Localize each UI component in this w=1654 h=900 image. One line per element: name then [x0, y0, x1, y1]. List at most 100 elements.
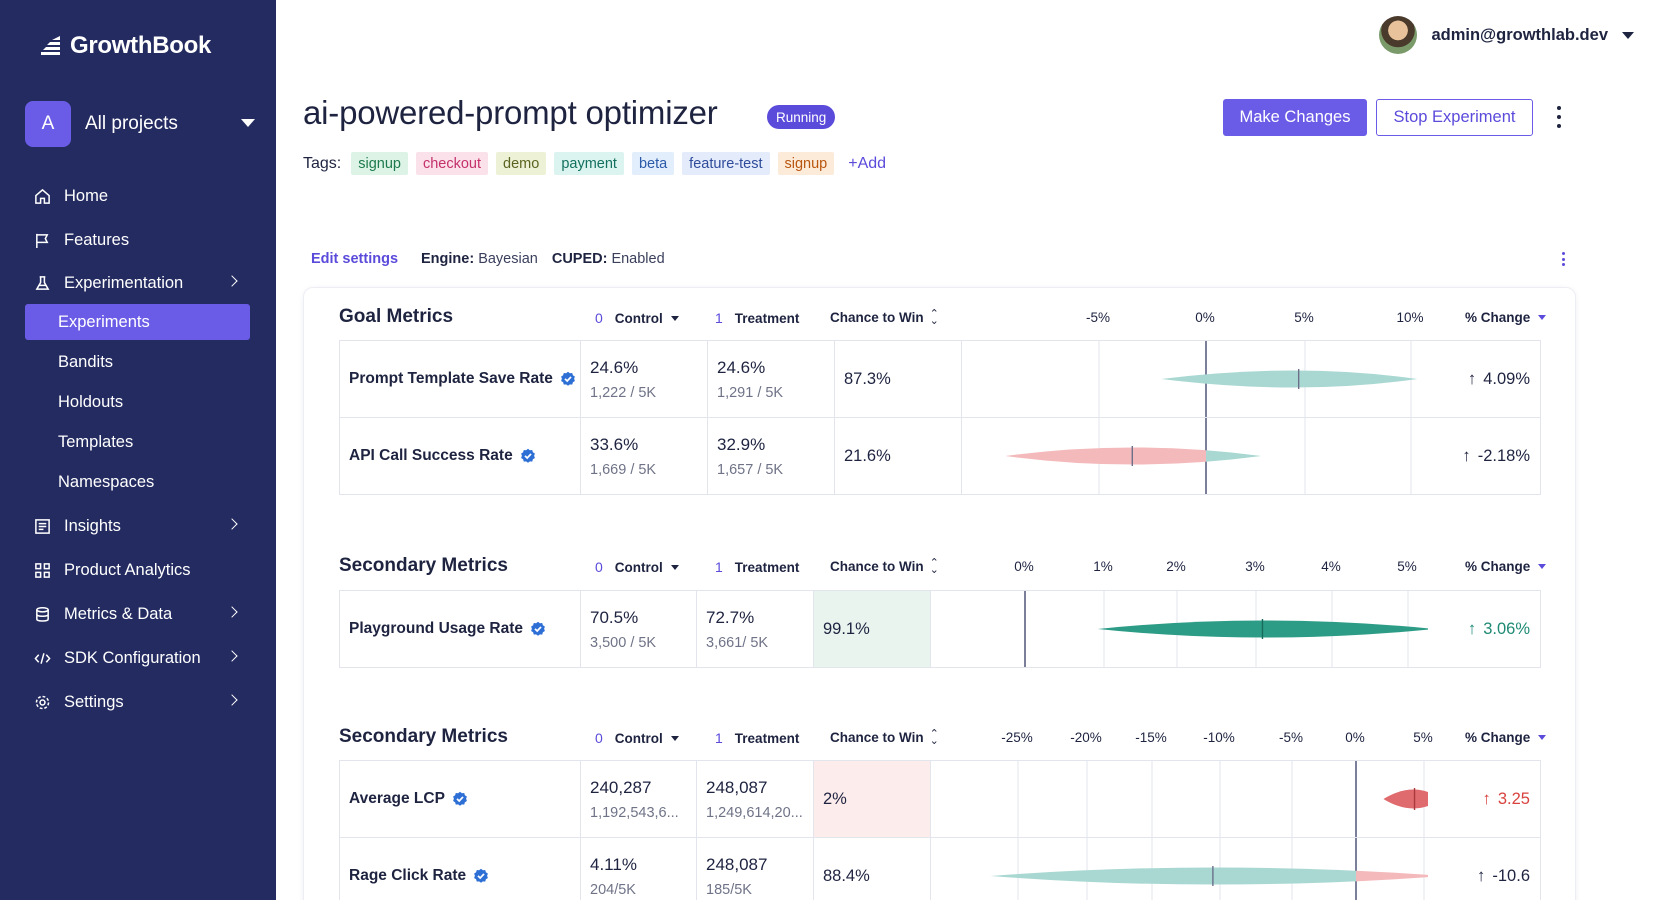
sidebar-item-templates[interactable]: Templates: [58, 432, 134, 451]
table-row[interactable]: Playground Usage Rate 70.5% 3,500 / 5K 72.7…: [340, 591, 1540, 668]
sidebar-item-holdouts[interactable]: Holdouts: [58, 392, 124, 411]
chance-to-win-header[interactable]: Chance to Win ⌃ ⌄: [830, 556, 939, 576]
chevron-down-icon: [670, 564, 679, 570]
treatment-header-label: Treatment: [734, 559, 800, 575]
sidebar-item-home[interactable]: Home: [25, 178, 250, 214]
metric-name-label: Average LCP: [349, 790, 445, 807]
avatar: [1379, 16, 1418, 54]
control-cell: 240,287 1,192,543,6...: [581, 761, 697, 837]
table-row[interactable]: Rage Click Rate 4.11% 204/5K 248,087 185/5K 8…: [340, 838, 1540, 900]
gear-icon: [32, 692, 52, 712]
home-icon: [32, 186, 52, 206]
tag-signup[interactable]: signup: [777, 152, 835, 175]
project-avatar: A: [25, 101, 71, 147]
engine-label: Engine:: [421, 251, 475, 267]
arrow-up-icon: ↑: [1476, 866, 1486, 885]
tag-beta[interactable]: beta: [631, 152, 675, 175]
pct-change-header[interactable]: % Change: [1465, 310, 1547, 325]
sidebar-item-sdk-configuration[interactable]: SDK Configuration: [25, 640, 250, 676]
axis-tick-label: 0%: [1345, 730, 1365, 745]
chance-to-win-value: 87.3%: [844, 369, 891, 388]
chance-to-win-header[interactable]: Chance to Win ⌃ ⌄: [830, 728, 939, 746]
metric-name-label: Prompt Template Save Rate: [349, 370, 553, 387]
control-header[interactable]: 0 Control: [595, 559, 679, 575]
sidebar-item-namespaces[interactable]: Namespaces: [58, 472, 155, 491]
metric-cell: Prompt Template Save Rate: [340, 341, 581, 417]
axis-tick-label: -15%: [1135, 730, 1167, 745]
violin-plot: [1005, 418, 1412, 494]
table-row[interactable]: API Call Success Rate 33.6% 1,669 / 5K 32.9…: [340, 418, 1540, 495]
sidebar-item-experiments[interactable]: Experiments: [25, 304, 250, 340]
sidebar-item-label: Insights: [64, 516, 121, 535]
control-header[interactable]: 0 Control: [595, 310, 679, 326]
axis-tick-label: 2%: [1166, 559, 1186, 574]
sort-icon: ⌃ ⌄: [929, 556, 939, 576]
treatment-cell: 248,087 1,249,614,20...: [697, 761, 814, 837]
axis-tick-label: 5%: [1294, 310, 1314, 325]
verified-icon: [560, 371, 575, 386]
control-value: 33.6%: [590, 435, 639, 454]
sidebar-item-features[interactable]: Features: [25, 222, 250, 258]
sidebar-item-insights[interactable]: Insights: [25, 508, 250, 544]
pct-change-text: 3.06%: [1483, 619, 1530, 638]
sidebar-item-metrics-data[interactable]: Metrics & Data: [25, 596, 250, 632]
axis-tick-label: 0%: [1195, 310, 1215, 325]
treatment-sub-value: 1,657 / 5K: [717, 462, 784, 478]
pct-change-text: -2.18%: [1477, 446, 1530, 465]
metric-cell: API Call Success Rate: [340, 418, 581, 494]
sidebar-item-experimentation[interactable]: Experimentation: [25, 265, 250, 301]
tag-feature-test[interactable]: feature-test: [682, 152, 770, 175]
tag-demo[interactable]: demo: [496, 152, 547, 175]
metric-name[interactable]: API Call Success Rate: [349, 418, 536, 494]
sidebar-item-settings[interactable]: Settings: [25, 684, 250, 720]
edit-settings-link[interactable]: Edit settings: [311, 251, 399, 267]
metric-name[interactable]: Rage Click Rate: [349, 838, 489, 900]
pct-change-label: % Change: [1465, 730, 1531, 745]
chance-to-win-cell: 21.6%: [835, 418, 962, 494]
violin-chart-cell[interactable]: [931, 761, 1428, 837]
section-title: Goal Metrics: [339, 306, 454, 327]
user-menu[interactable]: admin@growthlab.dev: [1379, 16, 1634, 54]
sidebar-item-bandits[interactable]: Bandits: [58, 352, 114, 371]
settings-more-icon[interactable]: [1562, 252, 1566, 266]
add-tag-button[interactable]: +Add: [848, 154, 887, 172]
tag-signup[interactable]: signup: [351, 152, 408, 175]
sidebar-item-product-analytics[interactable]: Product Analytics: [25, 552, 250, 588]
axis-tick-label: -10%: [1203, 730, 1235, 745]
growthbook-logo[interactable]: GrowthBook: [38, 32, 211, 60]
section-title: Secondary Metrics: [339, 555, 508, 576]
control-cell: 24.6% 1,222 / 5K: [581, 341, 708, 417]
chevron-down-icon: [1538, 315, 1547, 320]
stop-experiment-button[interactable]: Stop Experiment: [1376, 99, 1533, 136]
pct-change-text: -10.6: [1492, 866, 1530, 885]
tag-payment[interactable]: payment: [554, 152, 624, 175]
pct-change-value: ↑ 4.09%: [1468, 341, 1530, 417]
tag-checkout[interactable]: checkout: [415, 152, 489, 175]
control-sub-value: 1,192,543,6...: [590, 805, 679, 821]
metric-name[interactable]: Average LCP: [349, 761, 468, 837]
chevron-right-icon: [226, 694, 238, 706]
violin-chart-cell[interactable]: [931, 591, 1428, 667]
chevron-down-icon: [241, 119, 255, 127]
insights-icon: [32, 516, 52, 536]
pct-change-header[interactable]: % Change: [1465, 730, 1547, 745]
chance-to-win-value: 99.1%: [823, 619, 870, 638]
metric-name[interactable]: Playground Usage Rate: [349, 591, 546, 667]
chance-to-win-header[interactable]: Chance to Win ⌃ ⌄: [830, 308, 939, 326]
treatment-sub-value: 1,291 / 5K: [717, 385, 784, 401]
metric-name[interactable]: Prompt Template Save Rate: [349, 341, 576, 417]
make-changes-button[interactable]: Make Changes: [1223, 99, 1367, 136]
pct-change-header[interactable]: % Change: [1465, 559, 1547, 574]
table-row[interactable]: Prompt Template Save Rate 24.6% 1,222 / 5K…: [340, 341, 1540, 418]
violin-positive: [1206, 447, 1262, 465]
more-options-icon[interactable]: [1555, 106, 1563, 128]
chevron-right-icon: [226, 275, 238, 287]
control-header[interactable]: 0 Control: [595, 730, 679, 746]
violin-chart-cell[interactable]: [962, 418, 1428, 494]
violin-chart-cell[interactable]: [962, 341, 1428, 417]
table-row[interactable]: Average LCP 240,287 1,192,543,6... 248,087 1…: [340, 761, 1540, 838]
metrics-table: Playground Usage Rate 70.5% 3,500 / 5K 72.7…: [339, 590, 1541, 668]
treatment-cell: 248,087 185/5K: [697, 838, 814, 900]
violin-chart-cell[interactable]: [931, 838, 1428, 900]
project-selector[interactable]: A All projects: [25, 100, 257, 148]
